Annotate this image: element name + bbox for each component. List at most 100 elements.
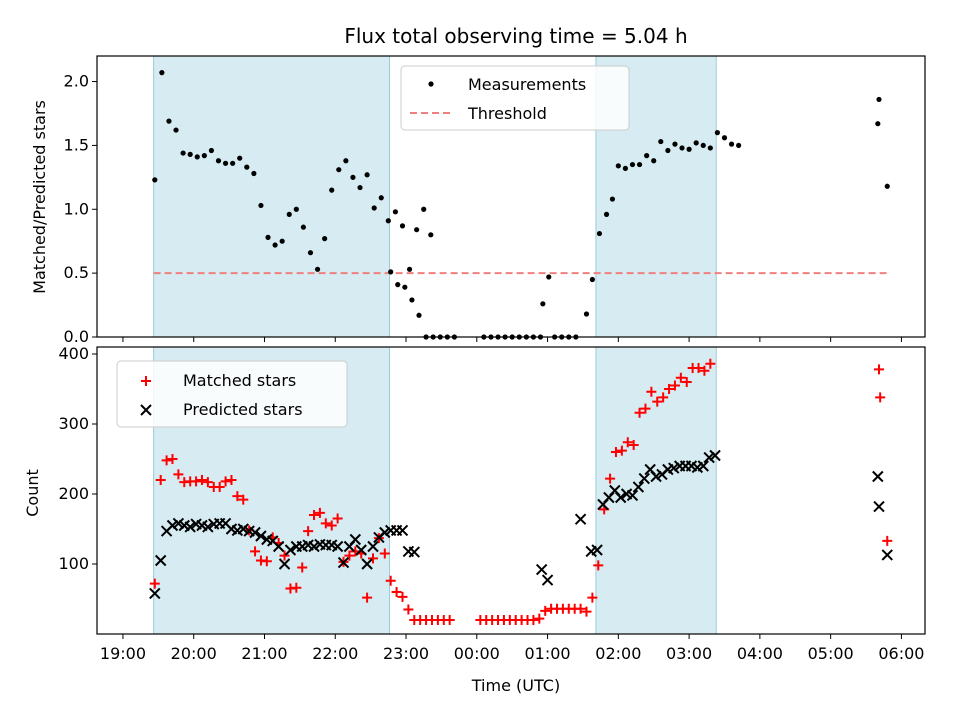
top-series-0-point-18: [279, 238, 285, 244]
top-panel: 0.0 0.5 1.0 1.5 2.0 Measurements Threshold: [64, 55, 926, 346]
bottom-series-1-point-37: [367, 540, 379, 553]
bottom-series-1-point-32: [337, 556, 350, 569]
bottom-series-0-point-0: [149, 578, 160, 589]
top-series-0-point-85: [721, 135, 728, 141]
bottom-series-0-point-19: [261, 556, 272, 567]
top-axes-frame: [96, 55, 926, 338]
top-series-0-point-16: [265, 234, 271, 240]
top-series-0-point-89: [876, 96, 882, 103]
top-series-0-point-44: [416, 312, 422, 318]
bottom-series-0-point-11: [214, 482, 225, 492]
bottom-series-0-point-24: [291, 582, 302, 593]
top-series-0-point-36: [406, 266, 413, 272]
bottom-series-0-point-7: [191, 476, 202, 487]
top-series-0-point-34: [392, 209, 399, 215]
bottom-x-tick-label-5: 00:00: [454, 644, 500, 663]
bottom-legend-box: [116, 360, 348, 428]
top-series-0-point-19: [286, 211, 292, 217]
top-series-0-point-43: [409, 297, 415, 303]
bottom-series-1-point-67: [697, 460, 709, 472]
top-series-0-point-75: [651, 158, 657, 164]
bottom-series-1-point-42: [396, 524, 409, 537]
top-legend-measurements-label: Measurements: [468, 75, 586, 94]
bottom-series-1-point-70: [872, 470, 884, 483]
top-series-0-point-33: [385, 218, 391, 224]
bottom-series-1-point-71: [873, 500, 885, 513]
top-y-tick-label-2: 1.0: [64, 199, 89, 218]
top-series-0-point-31: [371, 205, 377, 211]
top-series-0-point-21: [300, 224, 307, 230]
bottom-series-1-point-72: [881, 549, 893, 561]
top-series-0-point-38: [421, 206, 427, 212]
top-series-0-point-74: [644, 153, 650, 159]
top-series-0-point-88: [875, 121, 881, 127]
bottom-series-0-point-74: [610, 447, 621, 457]
bottom-series-0-point-91: [874, 364, 884, 375]
bottom-series-0-point-77: [628, 440, 639, 450]
top-series-0-point-37: [414, 227, 420, 233]
bottom-series-0-point-9: [202, 477, 213, 488]
bottom-series-0-point-30: [326, 520, 337, 531]
bottom-series-0-point-80: [646, 386, 657, 397]
bottom-series-0-point-2: [161, 455, 172, 466]
bottom-series-0-point-42: [397, 591, 408, 602]
top-series-0-point-35: [399, 223, 406, 229]
bottom-series-0-point-8: [196, 475, 207, 485]
top-series-0-point-1: [159, 70, 165, 76]
top-series-0-point-60: [546, 274, 552, 280]
bottom-series-0-point-93: [882, 535, 893, 546]
top-series-0-point-65: [583, 311, 590, 317]
bottom-y-axis-label: Count: [23, 469, 42, 517]
top-series-0-point-84: [714, 130, 721, 136]
bottom-series-0-point-88: [693, 363, 704, 373]
top-series-0-point-79: [679, 145, 685, 151]
bottom-series-0-point-22: [279, 550, 290, 561]
bottom-series-0-point-68: [575, 603, 586, 614]
bottom-series-0-point-37: [368, 553, 378, 564]
top-series-0-point-30: [364, 172, 370, 178]
bottom-legend-predicted-label: Predicted stars: [183, 400, 303, 419]
top-legend: Measurements Threshold: [400, 65, 630, 131]
top-series-0-point-9: [215, 158, 222, 164]
top-series-0-point-29: [357, 184, 363, 191]
bottom-series-1-point-57: [638, 472, 650, 485]
bottom-series-0-point-69: [581, 606, 592, 617]
bottom-series-0-point-70: [587, 592, 598, 603]
top-series-0-point-10: [222, 160, 229, 166]
bottom-series-0-point-1: [155, 475, 166, 485]
top-series-0-point-41: [395, 282, 401, 288]
bottom-y-tick-label-1: 200: [58, 484, 89, 503]
top-series-0-point-8: [208, 147, 215, 154]
bottom-series-1-point-17: [249, 526, 261, 539]
top-series-0-point-59: [540, 301, 546, 307]
bottom-series-0-point-17: [250, 546, 261, 557]
bottom-series-0-point-25: [297, 562, 308, 573]
bottom-series-0-point-15: [238, 494, 249, 505]
bottom-series-0-point-81: [652, 396, 663, 407]
bottom-x-tick-label-4: 23:00: [383, 644, 429, 663]
bottom-series-0-point-33: [344, 550, 355, 561]
bottom-series-1-point-35: [355, 544, 367, 556]
top-series-0-point-25: [329, 187, 335, 193]
bottom-series-0-point-90: [705, 358, 716, 369]
bottom-series-0-point-40: [385, 575, 396, 586]
top-series-0-point-81: [693, 140, 699, 146]
top-series-0-point-15: [258, 202, 264, 209]
top-series-0-point-66: [589, 276, 595, 283]
top-y-tick-label-3: 1.5: [64, 135, 89, 154]
bottom-x-tick-label-11: 06:00: [878, 644, 924, 663]
bottom-x-tick-label-10: 05:00: [808, 644, 854, 663]
top-series-0-point-14: [251, 170, 257, 177]
bottom-series-1-point-23: [284, 544, 297, 556]
bottom-series-0-point-3: [167, 454, 178, 464]
top-y-tick-label-0: 0.0: [64, 327, 89, 346]
bottom-series-0-point-28: [314, 507, 325, 518]
top-series-0-point-78: [672, 141, 678, 147]
bottom-x-tick-label-8: 03:00: [666, 644, 712, 663]
bottom-series-1-point-46: [541, 574, 554, 586]
bottom-series-1-point-44: [408, 546, 420, 558]
bottom-series-0-point-43: [403, 604, 414, 615]
bottom-series-0-point-73: [605, 473, 616, 484]
bottom-series-1-point-53: [614, 491, 627, 504]
bottom-series-0-point-84: [669, 380, 680, 391]
